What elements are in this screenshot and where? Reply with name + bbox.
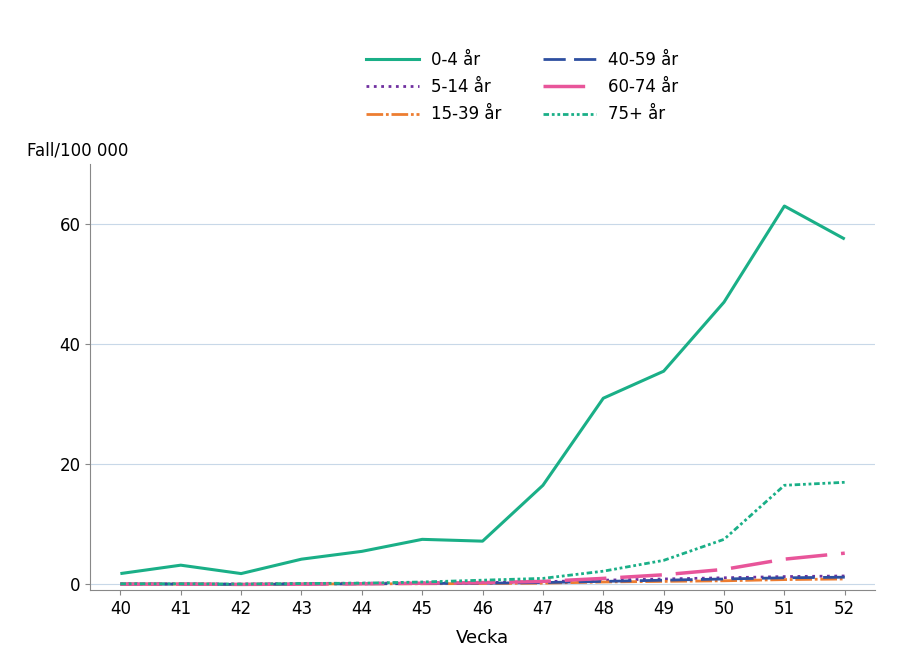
X-axis label: Vecka: Vecka: [456, 629, 509, 647]
Legend: 0-4 år, 5-14 år, 15-39 år, 40-59 år, 60-74 år, 75+ år: 0-4 år, 5-14 år, 15-39 år, 40-59 år, 60-…: [359, 45, 685, 130]
Text: Fall/100 000: Fall/100 000: [27, 142, 129, 159]
